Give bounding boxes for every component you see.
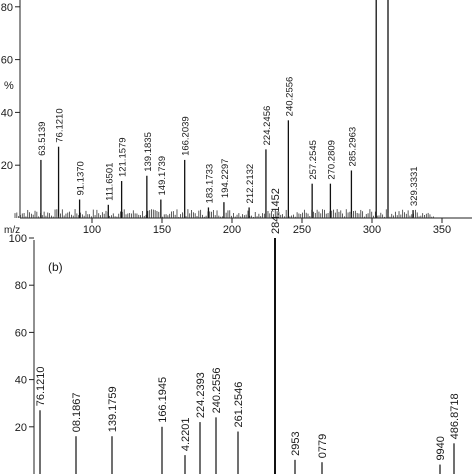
panel-a-x-tick-label: 350	[433, 224, 451, 236]
panel-b: (b) 20 40 60 80 100 76.1210 08.1867 139.1759 16…	[9, 188, 461, 474]
panel-a-y-ticks: 20 40 60 80	[1, 2, 20, 172]
panel-b-peak-label: 08.1867	[71, 392, 83, 432]
panel-a-x-tick-label: 200	[223, 224, 241, 236]
panel-b-peak-label: 0779	[317, 434, 329, 458]
panel-a-peak-label: 183.1733	[204, 164, 215, 204]
panel-a-peak-label: 212.2132	[245, 164, 256, 204]
panel-a-y-tick-label: 60	[1, 55, 13, 67]
panel-a-peak-label: 111.6501	[104, 163, 115, 201]
panel-b-peak-label: 224.2393	[195, 372, 207, 418]
panel-a-x-tick-label: 150	[153, 224, 171, 236]
panel-a-peak-label: 139.1835	[143, 132, 154, 172]
panel-a-peak-label: 224.2456	[262, 106, 273, 146]
panel-a-peak-label: 270.2809	[326, 140, 337, 180]
panel-a-peak-label: 194.2297	[220, 159, 231, 199]
panel-b-y-tick-label: 20	[15, 422, 27, 434]
panel-a-peak-label: 257.2545	[308, 140, 319, 180]
panel-b-peak-label: 76.1210	[35, 367, 47, 407]
panel-a-peak-label: 329.3331	[409, 166, 420, 206]
panel-a-y-tick-label: 80	[1, 2, 13, 14]
panel-a-peak-label: 76.1210	[55, 108, 66, 142]
panel-b-y-tick-label: 100	[9, 233, 27, 245]
panel-a-peak-label: 166.2039	[181, 116, 192, 156]
panel-a-peak-label: 240.2556	[284, 77, 295, 117]
panel-a-x-tick-label: 250	[293, 224, 311, 236]
panel-b-peaks: 76.1210 08.1867 139.1759 166.1945 4.2201224.…	[35, 188, 461, 474]
panel-b-peak-label: 9940	[435, 436, 447, 460]
panel-a-y-tick-label: 40	[1, 107, 13, 119]
panel-a-y-tick-label: 20	[1, 160, 13, 172]
panel-a-y-label: %	[4, 80, 14, 92]
panel-a-x-ticks: 100 150 200 250 300 350	[83, 218, 451, 236]
panel-a-x-tick-label: 100	[83, 224, 101, 236]
panel-a-peak-label: 121.1579	[118, 137, 129, 177]
panel-b-y-ticks: 20 40 60 80 100	[9, 233, 34, 434]
panel-b-y-tick-label: 60	[15, 327, 27, 339]
panel-b-peak-label: 284.1452	[270, 188, 282, 234]
panel-a-x-label: m/z	[4, 225, 20, 236]
panel-a-peak-label: 63.5139	[37, 122, 48, 156]
panel-b-y-tick-label: 40	[15, 375, 27, 387]
panel-a-peak-label: 285.2963	[347, 127, 358, 167]
panel-b-peak-label: 240.2556	[211, 367, 223, 413]
panel-a-peak-label: 91.1370	[76, 161, 87, 195]
panel-b-peak-label: 166.1945	[157, 377, 169, 423]
panel-a-x-tick-label: 300	[363, 224, 381, 236]
panel-b-label: (b)	[48, 260, 63, 274]
panel-b-peak-label: 2953	[290, 431, 302, 455]
panel-a-noise	[14, 209, 435, 218]
panel-b-peak-label: 139.1759	[107, 386, 119, 432]
panel-b-peak-label: 261.2546	[233, 382, 245, 428]
panel-a: % m/z 20 40 60 80 100 150 200 250 300 350 63.513…	[1, 0, 472, 236]
panel-a-peak-label: 149.1739	[157, 156, 168, 196]
panel-b-peak-label: 486.8718	[449, 393, 461, 439]
panel-b-peak-label: 4.2201	[180, 417, 192, 451]
panel-b-y-tick-label: 80	[15, 280, 27, 292]
